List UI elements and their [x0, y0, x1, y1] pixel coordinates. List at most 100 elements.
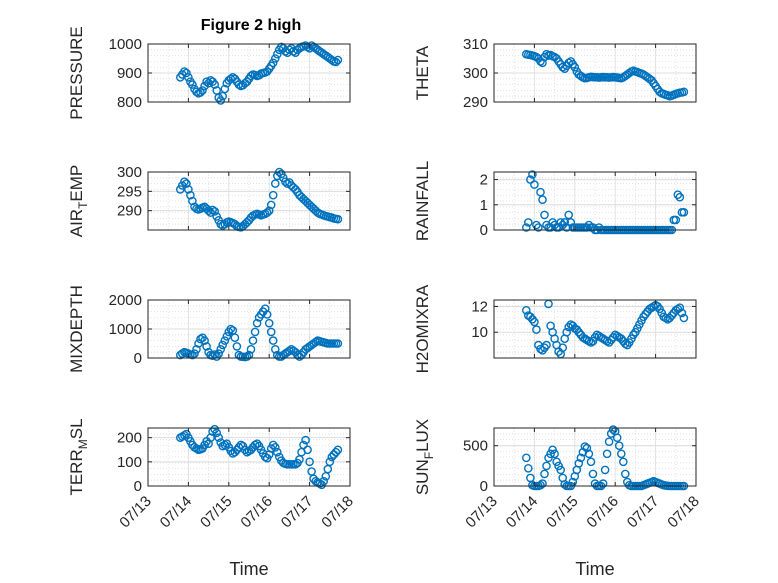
data-point	[536, 187, 545, 197]
data-point	[679, 313, 689, 323]
data-point	[538, 479, 547, 488]
data-point	[270, 344, 280, 354]
data-point	[556, 465, 566, 475]
data-point	[180, 177, 189, 186]
data-point	[333, 445, 343, 455]
subplot-5: 0 1000 2000 MIXDEPTH	[67, 285, 351, 373]
data-point	[246, 445, 256, 455]
data-point	[617, 449, 626, 459]
data-point	[246, 71, 256, 81]
data-point	[230, 333, 240, 343]
data-point	[574, 459, 584, 468]
subplot-1: 800 900 1000 PRESSURE	[67, 26, 351, 120]
data-point	[331, 57, 341, 67]
data-point	[524, 218, 533, 227]
data-point	[540, 210, 549, 220]
y-tick-label: 1000	[109, 36, 142, 53]
data-point	[333, 55, 343, 65]
data-point	[248, 336, 258, 345]
axes-box	[493, 427, 697, 487]
data-point	[268, 58, 278, 68]
y-axis-label: THETA	[413, 45, 432, 100]
data-point	[546, 449, 555, 459]
data-point	[621, 339, 630, 349]
data-point	[266, 327, 276, 337]
data-point	[580, 442, 590, 451]
y-tick-label: 295	[117, 183, 142, 200]
figure-title: Figure 2 high	[201, 17, 301, 34]
data-point	[240, 445, 250, 455]
data-point	[333, 214, 343, 224]
data-point	[220, 84, 230, 94]
x-axis-label: Time	[229, 559, 268, 579]
y-tick-label: 300	[463, 65, 488, 82]
data-point	[264, 318, 274, 328]
data-point	[303, 445, 312, 455]
data-point	[272, 350, 282, 360]
data-point	[234, 80, 244, 89]
data-series	[175, 41, 343, 105]
data-point	[522, 223, 531, 232]
data-point	[604, 338, 614, 347]
data-point	[532, 325, 541, 334]
y-axis-label: SUNFLUX	[413, 419, 436, 495]
y-tick-label: 0	[480, 478, 488, 495]
data-point	[226, 446, 236, 456]
data-point	[311, 337, 321, 347]
data-point	[677, 308, 687, 318]
data-point	[212, 428, 221, 438]
data-point	[588, 469, 598, 479]
data-point	[182, 179, 191, 188]
data-point	[250, 327, 260, 337]
data-point	[522, 453, 531, 463]
data-point	[625, 68, 634, 78]
data-point	[222, 331, 232, 341]
y-tick-label: 0	[134, 478, 142, 495]
data-point	[562, 223, 572, 232]
data-point	[558, 343, 568, 353]
data-point	[538, 58, 547, 68]
data-point	[532, 220, 541, 230]
data-point	[621, 469, 630, 479]
data-point	[675, 303, 685, 313]
data-point	[574, 327, 584, 337]
data-point	[218, 340, 227, 350]
data-point	[540, 469, 549, 479]
data-point	[536, 480, 545, 490]
subplot-4: 0 1 2 RAINFALL	[413, 161, 697, 241]
data-point	[252, 439, 262, 449]
data-point	[262, 208, 272, 217]
data-point	[538, 195, 547, 204]
data-point	[188, 80, 197, 89]
data-point	[333, 339, 343, 348]
data-point	[188, 196, 197, 206]
data-point	[530, 317, 539, 327]
data-point	[679, 87, 689, 97]
data-point	[266, 200, 276, 210]
data-point	[186, 190, 195, 200]
data-point	[192, 444, 201, 453]
data-point	[268, 440, 278, 450]
data-point	[619, 457, 628, 467]
subplot-6: 10 12 H2OMIXRA	[413, 284, 697, 373]
data-point	[268, 190, 278, 200]
data-point	[210, 80, 219, 89]
data-series	[522, 299, 689, 359]
y-tick-label: 300	[117, 164, 142, 181]
data-point	[198, 86, 207, 95]
data-point	[303, 42, 312, 52]
data-point	[246, 344, 256, 354]
data-point	[542, 340, 551, 350]
data-series	[175, 167, 343, 232]
y-axis-label: MIXDEPTH	[67, 285, 86, 373]
data-point	[602, 336, 612, 346]
data-point	[327, 55, 337, 65]
data-point	[671, 215, 681, 225]
data-point	[586, 457, 596, 467]
data-point	[260, 304, 270, 314]
y-axis-label: RAINFALL	[413, 161, 432, 241]
data-point	[564, 210, 574, 220]
data-point	[562, 327, 572, 337]
y-axis-label: PRESSURE	[67, 26, 86, 120]
